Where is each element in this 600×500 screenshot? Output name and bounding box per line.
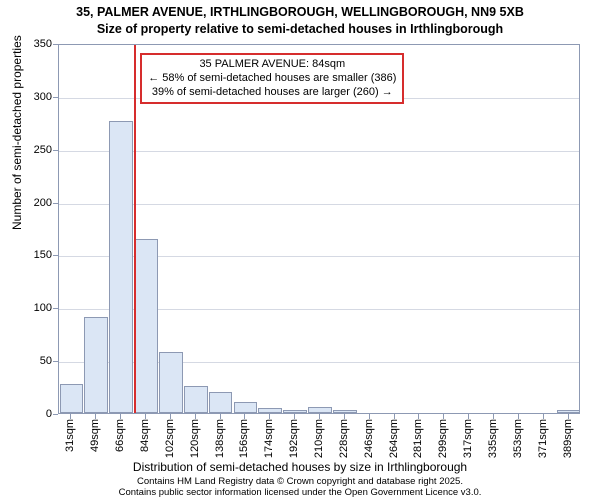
histogram-bar [84,317,108,413]
histogram-bar [134,239,158,413]
y-tick-mark [53,255,58,256]
histogram-bar [60,384,84,413]
title-line2: Size of property relative to semi-detach… [0,21,600,38]
x-axis-label: Distribution of semi-detached houses by … [0,460,600,474]
y-tick-mark [53,150,58,151]
histogram-bar [283,410,307,413]
x-tick-label: 335sqm [487,419,499,458]
x-tick-label: 138sqm [214,419,226,458]
marker-line [134,45,136,413]
y-tick-label: 0 [12,408,52,420]
x-tick-label: 84sqm [139,419,151,452]
footer-attribution: Contains HM Land Registry data © Crown c… [0,476,600,499]
x-tick-label: 49sqm [89,419,101,452]
callout-line3: 39% of semi-detached houses are larger (… [148,86,396,100]
gridline-h [59,204,579,205]
y-tick-label: 150 [12,249,52,261]
y-tick-mark [53,97,58,98]
x-tick-label: 66sqm [114,419,126,452]
x-tick-label: 192sqm [288,419,300,458]
histogram-bar [234,402,258,413]
histogram-bar [184,386,208,413]
y-tick-label: 100 [12,302,52,314]
y-tick-mark [53,203,58,204]
x-tick-label: 281sqm [412,419,424,458]
callout-line1: 35 PALMER AVENUE: 84sqm [148,58,396,72]
footer-line1: Contains HM Land Registry data © Crown c… [0,476,600,487]
chart-area: 35 PALMER AVENUE: 84sqm ← 58% of semi-de… [58,44,580,414]
callout-line2: ← 58% of semi-detached houses are smalle… [148,72,396,86]
histogram-bar [109,121,133,413]
plot-area: 35 PALMER AVENUE: 84sqm ← 58% of semi-de… [58,44,580,414]
histogram-bar [557,410,581,413]
callout-box: 35 PALMER AVENUE: 84sqm ← 58% of semi-de… [140,53,404,104]
x-tick-label: 317sqm [462,419,474,458]
footer-line2: Contains public sector information licen… [0,487,600,498]
x-tick-label: 299sqm [437,419,449,458]
x-tick-label: 102sqm [164,419,176,458]
histogram-bar [308,407,332,413]
x-tick-label: 31sqm [64,419,76,452]
x-tick-label: 246sqm [363,419,375,458]
title-line1: 35, PALMER AVENUE, IRTHLINGBOROUGH, WELL… [0,4,600,21]
y-tick-mark [53,414,58,415]
y-tick-mark [53,361,58,362]
x-tick-label: 228sqm [338,419,350,458]
histogram-bar [159,352,183,413]
y-axis-label: Number of semi-detached properties [10,35,24,230]
gridline-h [59,151,579,152]
x-tick-label: 371sqm [537,419,549,458]
chart-title: 35, PALMER AVENUE, IRTHLINGBOROUGH, WELL… [0,0,600,38]
x-tick-label: 389sqm [562,419,574,458]
x-tick-label: 210sqm [313,419,325,458]
x-tick-label: 120sqm [189,419,201,458]
x-tick-label: 174sqm [263,419,275,458]
histogram-bar [209,392,233,413]
y-tick-label: 50 [12,355,52,367]
x-tick-label: 156sqm [238,419,250,458]
y-tick-mark [53,308,58,309]
x-tick-label: 264sqm [388,419,400,458]
histogram-bar [258,408,282,413]
histogram-bar [333,410,357,413]
x-tick-label: 353sqm [512,419,524,458]
y-tick-mark [53,44,58,45]
